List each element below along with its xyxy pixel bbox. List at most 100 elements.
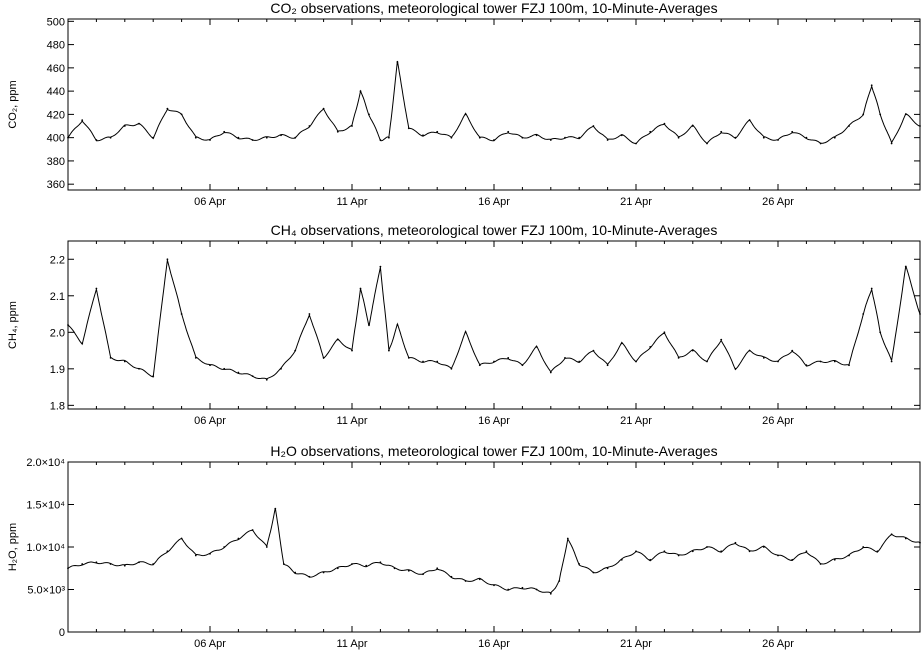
data-point <box>791 349 794 352</box>
data-point <box>308 125 311 127</box>
data-point <box>862 113 865 116</box>
data-point <box>691 550 694 553</box>
data-point <box>251 529 254 531</box>
data-point <box>138 367 140 370</box>
data-point <box>388 136 390 139</box>
data-point <box>862 313 865 315</box>
y-tick-label: 1.0×10⁴ <box>26 542 65 554</box>
x-tick-label: 16 Apr <box>478 196 510 208</box>
data-point <box>649 558 652 561</box>
data-point <box>194 357 197 359</box>
data-point <box>862 546 865 548</box>
data-point <box>748 550 751 553</box>
data-point <box>265 546 268 548</box>
data-point <box>359 90 362 92</box>
data-point <box>833 360 836 363</box>
data-point <box>393 567 396 570</box>
data-point <box>464 580 467 582</box>
data-point <box>777 139 779 141</box>
y-tick-label: 5.0×10³ <box>27 585 65 597</box>
x-tick-label: 11 Apr <box>337 415 368 427</box>
data-point <box>691 349 694 352</box>
data-point <box>81 342 84 345</box>
data-point <box>464 113 467 116</box>
y-tick-label: 2.2 <box>50 254 65 266</box>
x-tick-label: 26 Apr <box>762 638 794 650</box>
data-point <box>251 375 254 377</box>
y-tick-label: 480 <box>47 40 65 52</box>
data-point <box>592 125 595 127</box>
y-tick-label: 2.0×10⁴ <box>26 457 65 469</box>
data-point <box>478 364 481 367</box>
x-tick-label: 11 Apr <box>337 196 368 208</box>
x-tick-label: 16 Apr <box>478 638 510 650</box>
data-point <box>379 265 382 268</box>
x-tick-label: 06 Apr <box>194 638 226 650</box>
data-point <box>351 563 353 565</box>
data-point <box>734 367 737 370</box>
data-point <box>450 575 453 578</box>
data-point <box>294 349 297 352</box>
data-point <box>848 554 850 557</box>
data-point <box>720 338 723 341</box>
data-point <box>294 571 297 574</box>
data-point <box>566 537 569 540</box>
data-point <box>649 130 652 133</box>
data-point <box>620 558 623 561</box>
data-point <box>706 142 708 145</box>
data-point <box>109 563 112 565</box>
data-point <box>138 561 140 564</box>
data-point <box>805 136 808 139</box>
data-point <box>606 567 609 570</box>
y-tick-label: 360 <box>47 179 65 191</box>
chart-panel-1: CO₂ observations, meteorological tower F… <box>7 0 921 208</box>
data-point <box>635 360 637 363</box>
data-point <box>95 287 98 290</box>
data-point <box>777 554 779 557</box>
data-point <box>123 564 126 567</box>
data-point <box>95 139 98 141</box>
data-point <box>407 569 410 572</box>
data-point <box>805 550 808 553</box>
data-point <box>848 364 850 367</box>
data-point <box>549 592 552 595</box>
data-point <box>138 122 140 125</box>
data-point <box>464 331 467 334</box>
data-point <box>282 563 285 565</box>
data-point <box>436 360 439 363</box>
data-point <box>890 142 893 145</box>
y-tick-label: 420 <box>47 109 65 121</box>
data-point <box>368 113 370 116</box>
data-point <box>194 136 197 139</box>
data-point <box>237 537 240 540</box>
data-point <box>734 136 737 139</box>
data-point <box>180 113 183 116</box>
data-point <box>123 125 126 127</box>
data-point <box>180 537 183 540</box>
data-point <box>535 588 538 591</box>
data-point <box>663 331 666 334</box>
data-point <box>592 349 595 352</box>
y-tick-label: 400 <box>47 133 65 145</box>
y-tick-label: 1.9 <box>50 364 65 376</box>
data-point <box>592 571 595 574</box>
data-point <box>549 139 552 141</box>
data-point <box>507 130 510 133</box>
data-point <box>507 588 510 591</box>
data-point <box>422 573 424 576</box>
data-point <box>870 84 873 87</box>
y-tick-label: 2.1 <box>50 291 65 303</box>
data-point <box>336 338 339 341</box>
data-point <box>422 360 424 363</box>
y-tick-label: 0 <box>59 627 65 639</box>
data-point <box>549 371 552 374</box>
data-point <box>720 550 723 553</box>
data-point <box>677 357 680 359</box>
data-point <box>396 324 399 326</box>
data-point <box>223 130 226 133</box>
data-point <box>848 125 850 127</box>
chart-title: H₂O observations, meteorological tower F… <box>270 443 717 459</box>
data-point <box>322 357 325 359</box>
data-point <box>368 324 370 326</box>
